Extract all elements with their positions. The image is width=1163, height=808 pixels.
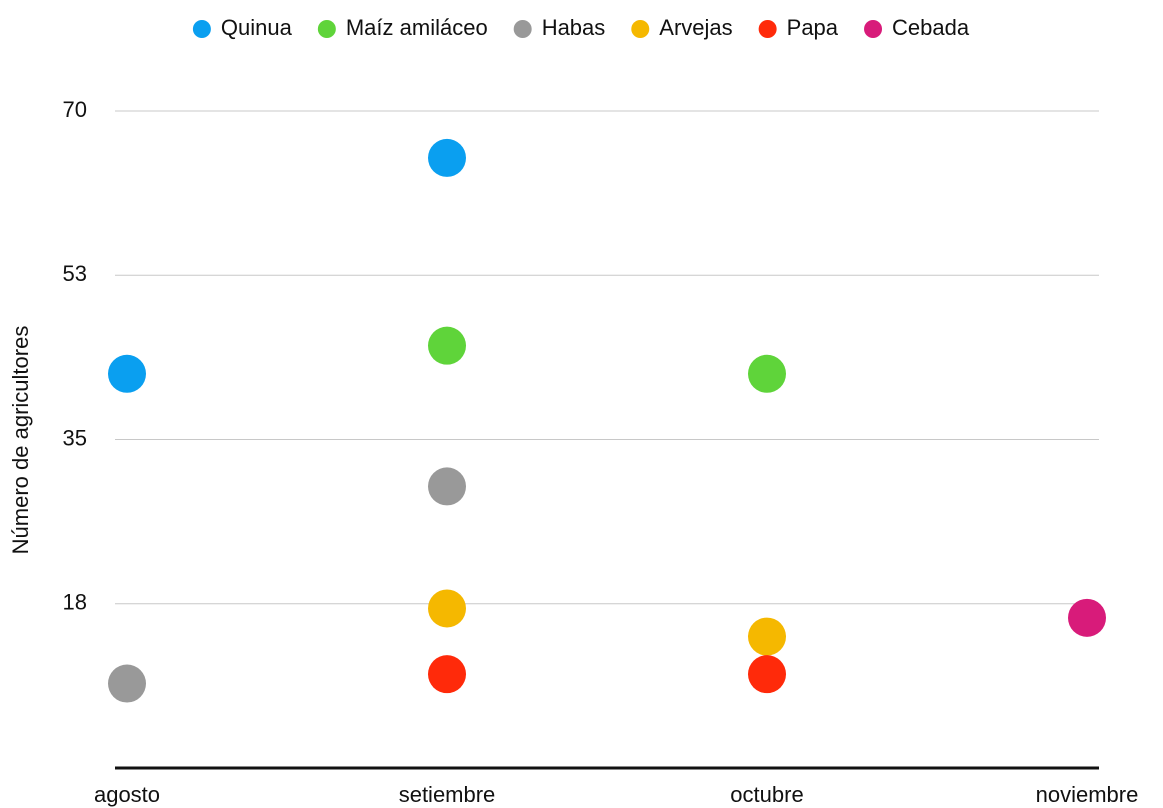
dot [748,655,786,693]
dot [428,589,466,627]
legend-marker [193,20,211,38]
legend-label: Quinua [221,15,293,40]
legend-label: Cebada [892,15,970,40]
legend-marker [514,20,532,38]
dot [428,467,466,505]
x-tick-label: agosto [94,782,160,807]
dot [428,327,466,365]
dot [428,139,466,177]
y-tick-label: 35 [63,425,87,450]
legend-marker [864,20,882,38]
dot [748,618,786,656]
x-tick-label: noviembre [1036,782,1139,807]
legend-label: Habas [542,15,606,40]
y-tick-label: 53 [63,261,87,286]
legend-label: Maíz amiláceo [346,15,488,40]
chart: Número de agricultores 18 35 53 70 agosto set… [0,0,1163,808]
x-tick-label: setiembre [399,782,496,807]
x-tick-label: octubre [730,782,803,807]
y-axis-label: Número de agricultores [8,326,33,555]
legend-label: Papa [787,15,839,40]
dot [108,355,146,393]
dot [748,355,786,393]
legend-marker [759,20,777,38]
legend-label: Arvejas [659,15,732,40]
legend-marker [318,20,336,38]
legend-marker [631,20,649,38]
dot [1068,599,1106,637]
dot [108,665,146,703]
y-tick-label: 18 [63,590,87,615]
y-tick-label: 70 [63,97,87,122]
dot [428,655,466,693]
